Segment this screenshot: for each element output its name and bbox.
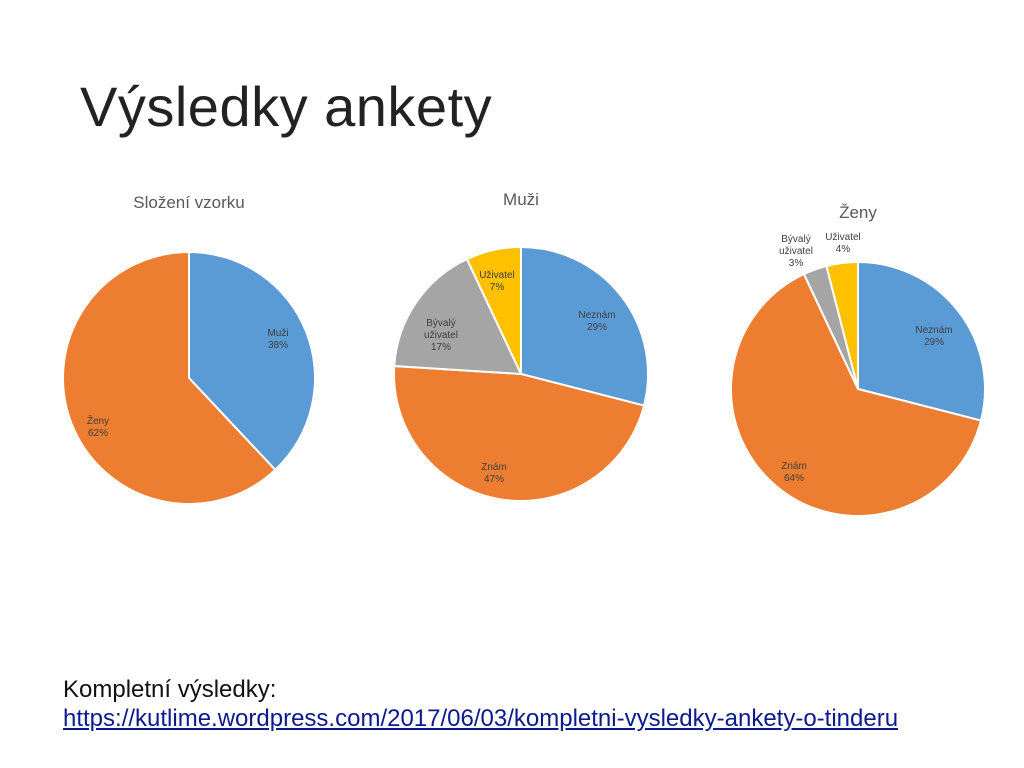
slice-label: Neznám 29%	[578, 310, 615, 333]
chart-title: Muži	[503, 190, 539, 209]
slice-label: Uživatel 4%	[825, 232, 861, 255]
pie-chart: Složení vzorku Muži 38% Ženy 62%	[62, 193, 316, 505]
chart-title: Ženy	[839, 203, 877, 222]
pie-slice	[857, 260, 986, 422]
results-link[interactable]: https://kutlime.wordpress.com/2017/06/03…	[63, 705, 899, 732]
slice-label: Bývalý uživatel 17%	[424, 318, 458, 353]
slice-label: Bývalý uživatel 3%	[779, 234, 813, 269]
pie-slice	[465, 245, 522, 375]
slice-label: Neznám 29%	[915, 325, 952, 348]
slide-title: Výsledky ankety	[80, 75, 493, 138]
slice-label: Uživatel 7%	[479, 270, 515, 293]
chart-title: Složení vzorku	[133, 193, 245, 212]
pie-slice	[520, 245, 649, 407]
pie-slice	[62, 250, 277, 505]
slice-label: Znám 47%	[481, 462, 507, 485]
pie-slice	[393, 364, 646, 502]
slice-label: Ženy 62%	[87, 414, 109, 439]
pie-slice	[825, 260, 859, 390]
footer-label: Kompletní výsledky:	[63, 676, 277, 703]
pie-slice	[188, 250, 316, 472]
pie-slice	[730, 272, 983, 518]
pie-slice	[393, 257, 523, 376]
slice-label: Znám 64%	[781, 461, 807, 484]
slice-label: Muži 38%	[267, 328, 288, 351]
pie-chart: Muži Neznám 29% Znám 47% Bývalý uživatel 17% Uži…	[393, 190, 649, 502]
pie-chart: Ženy Neznám 29% Znám 64% Bývalý uživatel 3% Uživ…	[730, 203, 986, 518]
